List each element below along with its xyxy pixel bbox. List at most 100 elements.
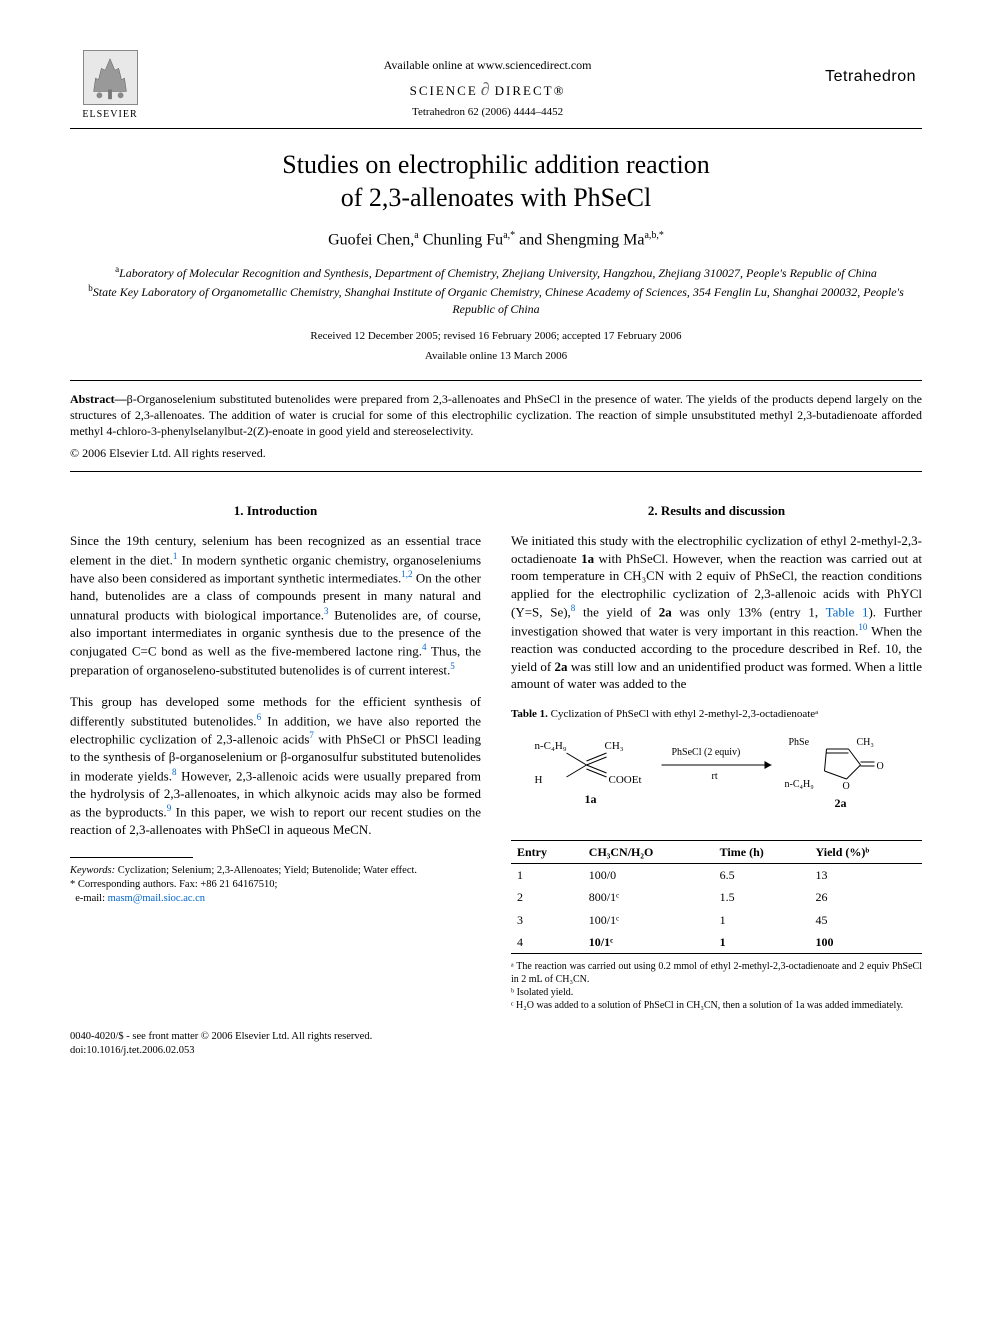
- author-3: and Shengming Ma: [519, 231, 644, 248]
- cell: 3: [511, 909, 583, 931]
- corresponding-author: * Corresponding authors. Fax: +86 21 641…: [70, 878, 481, 892]
- scheme-left-ch3: CH₃: [605, 740, 624, 752]
- table1-link[interactable]: Table 1: [826, 605, 869, 620]
- email-line: e-mail: masm@mail.sioc.ac.cn: [70, 892, 481, 906]
- header-center: Available online at www.sciencedirect.co…: [150, 50, 825, 118]
- text: was still low and an unidentified produc…: [511, 659, 922, 692]
- scheme-left-top: n-C₄H₉: [535, 740, 567, 752]
- authors: Guofei Chen,a Chunling Fua,* and Shengmi…: [70, 230, 922, 249]
- table1-caption-text: Cyclization of PhSeCl with ethyl 2-methy…: [548, 708, 818, 720]
- cell: 100: [816, 935, 834, 949]
- compound-2a-b: 2a: [555, 659, 568, 674]
- scheme-right-phse: PhSe: [789, 737, 810, 748]
- author-2: Chunling Fu: [423, 231, 503, 248]
- cell: 2: [511, 886, 583, 908]
- sd-swoop-icon: ∂: [478, 79, 495, 99]
- compound-2a: 2a: [659, 605, 672, 620]
- table-row: 2 800/1ᶜ 1.5 26: [511, 886, 922, 908]
- cell: 4: [511, 931, 583, 954]
- table1-caption-lead: Table 1.: [511, 708, 548, 720]
- cell: 100/0: [583, 864, 714, 887]
- intro-para-2: This group has developed some methods fo…: [70, 693, 481, 839]
- scheme-right-nbu: n-C₄H₉: [785, 779, 815, 790]
- results-para-1: We initiated this study with the electro…: [511, 532, 922, 693]
- keywords-text: Cyclization; Selenium; 2,3-Allenoates; Y…: [115, 865, 417, 876]
- scheme-right-ch3: CH₃: [857, 737, 874, 748]
- abstract-lead: Abstract—: [70, 392, 127, 406]
- available-online-text: Available online at www.sciencedirect.co…: [150, 58, 825, 73]
- section-intro-head: 1. Introduction: [70, 502, 481, 520]
- scheme-left-h: H: [535, 774, 543, 786]
- tnote-a: ᵃ The reaction was carried out using 0.2…: [511, 960, 922, 986]
- article-dates: Received 12 December 2005; revised 16 Fe…: [70, 330, 922, 342]
- abstract-copyright: © 2006 Elsevier Ltd. All rights reserved…: [70, 445, 922, 461]
- author-2-affil: a,*: [503, 230, 515, 241]
- cell: 100/1ᶜ: [583, 909, 714, 931]
- affiliations: aLaboratory of Molecular Recognition and…: [70, 263, 922, 317]
- scheme-left-cooet: COOEt: [609, 774, 642, 786]
- table1-caption: Table 1. Cyclization of PhSeCl with ethy…: [511, 707, 922, 722]
- compound-1a: 1a: [581, 551, 594, 566]
- page-footer: 0040-4020/$ - see front matter © 2006 El…: [70, 1030, 922, 1058]
- cell: 1: [714, 909, 810, 931]
- cell: 6.5: [714, 864, 810, 887]
- text: was only 13% (entry 1,: [672, 605, 826, 620]
- sciencedirect-logo: SCIENCE∂DIRECT®: [150, 79, 825, 100]
- available-online-date: Available online 13 March 2006: [70, 350, 922, 362]
- cell: 1.5: [714, 886, 810, 908]
- abstract: Abstract—β-Organoselenium substituted bu…: [70, 380, 922, 473]
- tnote-c: ᶜ H₂O was added to a solution of PhSeCl …: [511, 999, 922, 1012]
- column-right: 2. Results and discussion We initiated t…: [511, 502, 922, 1011]
- keywords-lead: Keywords:: [70, 865, 115, 876]
- table-row: 3 100/1ᶜ 1 45: [511, 909, 922, 931]
- table-row: 1 100/0 6.5 13: [511, 864, 922, 887]
- table-row: 4 10/1ᶜ 1 100: [511, 931, 922, 954]
- title-line2: of 2,3-allenoates with PhSeCl: [341, 183, 652, 212]
- scheme-label-1a: 1a: [585, 792, 597, 806]
- affil-b: State Key Laboratory of Organometallic C…: [93, 285, 904, 316]
- intro-para-1: Since the 19th century, selenium has bee…: [70, 532, 481, 679]
- cell: 800/1ᶜ: [583, 886, 714, 908]
- author-3-affil: a,b,*: [644, 230, 663, 241]
- cell: 45: [810, 909, 922, 931]
- title-line1: Studies on electrophilic addition reacti…: [282, 150, 709, 179]
- journal-brand: Tetrahedron: [825, 50, 922, 86]
- doi-line: doi:10.1016/j.tet.2006.02.053: [70, 1044, 922, 1058]
- abstract-body: β-Organoselenium substituted butenolides…: [70, 392, 922, 438]
- sd-text-left: SCIENCE: [410, 83, 478, 98]
- table-header-row: Entry CH₃CN/H₂O Time (h) Yield (%)ᵇ: [511, 840, 922, 863]
- col-yield: Yield (%)ᵇ: [810, 840, 922, 863]
- cite-1-2[interactable]: 1,2: [401, 569, 412, 579]
- email-link[interactable]: masm@mail.sioc.ac.cn: [108, 893, 205, 904]
- scheme-arrow-bot: rt: [712, 771, 718, 782]
- email-lead: e-mail:: [75, 893, 107, 904]
- col-solvent: CH₃CN/H₂O: [583, 840, 714, 863]
- author-1: Guofei Chen,: [328, 231, 414, 248]
- table1-notes: ᵃ The reaction was carried out using 0.2…: [511, 960, 922, 1012]
- keywords: Keywords: Cyclization; Selenium; 2,3-All…: [70, 864, 481, 878]
- elsevier-tree-icon: [83, 50, 138, 105]
- cite-10[interactable]: 10: [858, 622, 867, 632]
- scheme-right-o: O: [877, 761, 884, 772]
- column-left: 1. Introduction Since the 19th century, …: [70, 502, 481, 1011]
- col-time: Time (h): [714, 840, 810, 863]
- article-title: Studies on electrophilic addition reacti…: [70, 149, 922, 214]
- cell: 10/1ᶜ: [589, 935, 613, 949]
- sd-text-right: DIRECT®: [495, 83, 566, 98]
- col-entry: Entry: [511, 840, 583, 863]
- reaction-scheme: n-C₄H₉ CH₃ H COOEt 1a PhSeCl (2 equiv) r…: [511, 727, 922, 830]
- publisher-logo: ELSEVIER: [70, 50, 150, 120]
- journal-reference: Tetrahedron 62 (2006) 4444–4452: [150, 106, 825, 118]
- table1: Entry CH₃CN/H₂O Time (h) Yield (%)ᵇ 1 10…: [511, 840, 922, 954]
- footnote-rule: [70, 857, 193, 858]
- header-rule: [70, 128, 922, 129]
- cell: 26: [810, 886, 922, 908]
- cite-5[interactable]: 5: [450, 661, 455, 671]
- body-columns: 1. Introduction Since the 19th century, …: [70, 502, 922, 1011]
- page-root: ELSEVIER Available online at www.science…: [0, 0, 992, 1098]
- table-body: 1 100/0 6.5 13 2 800/1ᶜ 1.5 26 3 100/1ᶜ: [511, 864, 922, 954]
- affil-a: Laboratory of Molecular Recognition and …: [119, 266, 877, 280]
- section-results-head: 2. Results and discussion: [511, 502, 922, 520]
- issn-line: 0040-4020/$ - see front matter © 2006 El…: [70, 1030, 922, 1044]
- cell: 1: [511, 864, 583, 887]
